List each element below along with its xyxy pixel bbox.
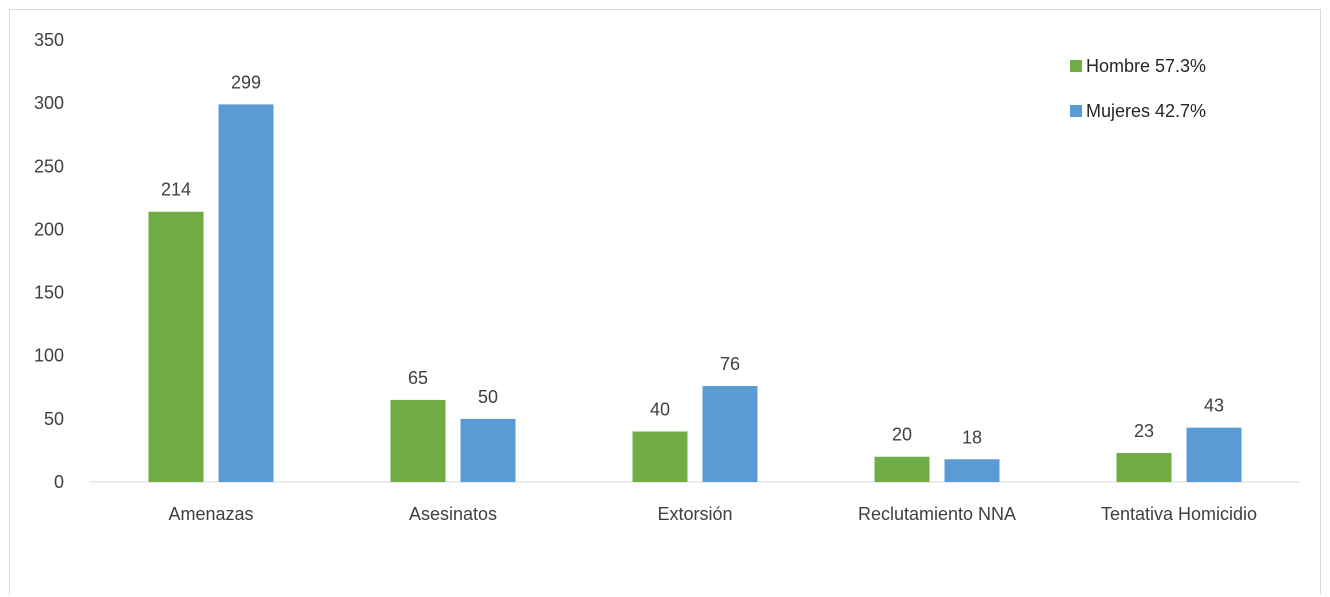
data-label: 50	[478, 387, 498, 407]
chart-frame	[9, 9, 1321, 595]
y-axis: 0 50 100 150 200 250 300 350	[34, 30, 64, 492]
category-labels-group: Amenazas Asesinatos Extorsión Reclutamiento…	[168, 504, 1257, 524]
y-tick-label: 0	[54, 472, 64, 492]
category-label: Amenazas	[168, 504, 253, 524]
bar-hombre	[1116, 452, 1172, 482]
bar-hombre	[390, 399, 446, 482]
legend-label: Mujeres 42.7%	[1086, 101, 1206, 121]
data-label: 23	[1134, 421, 1154, 441]
bar-mujeres	[460, 418, 516, 482]
bar-mujeres	[1186, 427, 1242, 482]
y-tick-label: 300	[34, 93, 64, 113]
data-label: 43	[1204, 396, 1224, 416]
bar-mujeres	[702, 386, 758, 482]
category-label: Extorsión	[657, 504, 732, 524]
data-label: 214	[161, 180, 191, 200]
y-tick-label: 250	[34, 156, 64, 176]
category-label: Asesinatos	[409, 504, 497, 524]
y-tick-label: 50	[44, 409, 64, 429]
data-label: 40	[650, 399, 670, 419]
bars-group	[148, 104, 1242, 483]
y-tick-label: 100	[34, 346, 64, 366]
data-label: 18	[962, 427, 982, 447]
y-tick-label: 350	[34, 30, 64, 50]
bar-hombre	[874, 456, 930, 482]
category-label: Tentativa Homicidio	[1101, 504, 1257, 524]
data-label: 299	[231, 72, 261, 92]
data-labels-group: 214 299 65 50 40 76 20 18 23 43	[161, 72, 1224, 447]
data-label: 65	[408, 368, 428, 388]
bar-mujeres	[218, 104, 274, 483]
legend-label: Hombre 57.3%	[1086, 56, 1206, 76]
category-label: Reclutamiento NNA	[858, 504, 1016, 524]
data-label: 20	[892, 425, 912, 445]
legend-swatch	[1070, 60, 1082, 72]
y-tick-label: 200	[34, 219, 64, 239]
bar-hombre	[148, 211, 204, 482]
bar-hombre	[632, 431, 688, 482]
data-label: 76	[720, 354, 740, 374]
bar-mujeres	[944, 459, 1000, 482]
legend: Hombre 57.3% Mujeres 42.7%	[1070, 56, 1206, 121]
y-tick-label: 150	[34, 283, 64, 303]
legend-swatch	[1070, 105, 1082, 117]
